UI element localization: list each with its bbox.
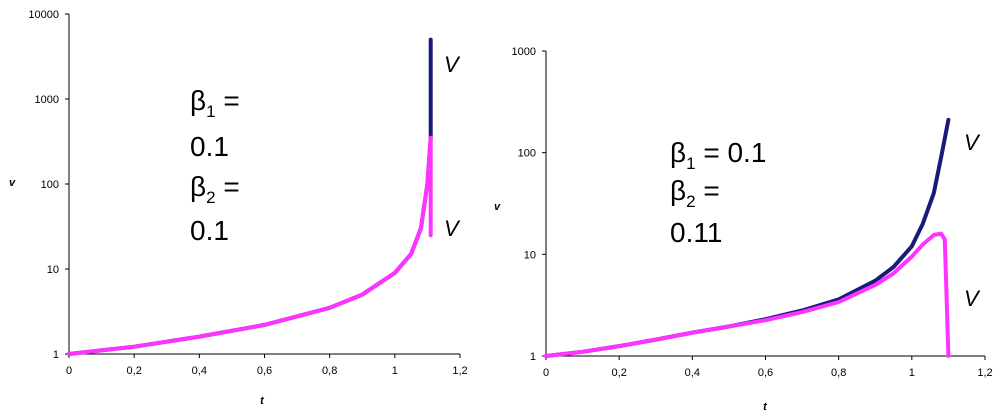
chart-1-x-tick-label: 0,2: [127, 365, 142, 377]
chart-2-series-label-upper: V: [964, 130, 981, 155]
chart-2-x-tick-label: 1,2: [977, 367, 992, 379]
chart-2-x-tick-label: 0: [543, 367, 549, 379]
chart-2-x-tick-label: 0,6: [758, 367, 773, 379]
chart-1-axes: [68, 14, 460, 355]
chart-2-y-tick-label: 1: [530, 351, 536, 363]
svg-text:β2 =: β2 =: [190, 171, 240, 207]
chart-1-y-tick-label: 10: [47, 264, 59, 276]
chart-2-beta1-symbol: β: [670, 137, 686, 168]
chart-1-y-axis-title: v: [9, 177, 16, 189]
chart-1-beta1-subscript: 1: [206, 102, 215, 121]
chart-1-x-tick-label: 1: [392, 365, 398, 377]
chart-2-x-tick-label: 0,8: [831, 367, 846, 379]
chart-1-x-tick-label: 0: [66, 365, 72, 377]
svg-text:β2 =: β2 =: [670, 175, 720, 211]
chart-1-beta1-rest: =: [216, 85, 240, 116]
chart-1-y-tick-label: 1000: [35, 94, 59, 106]
chart-1-beta2-symbol: β: [190, 171, 206, 202]
chart-2-y-tick-label: 10: [524, 249, 536, 261]
chart-1-series-label-lower: V: [444, 216, 461, 241]
chart-1-beta2-rest: =: [216, 171, 240, 202]
chart-2-series-line-lower: [544, 231, 951, 358]
chart-1-y-tick-label: 10000: [28, 9, 59, 21]
chart-2-series: [544, 117, 951, 358]
chart-1-x-axis-title: t: [260, 395, 265, 407]
chart-2-ticks: 0 0,2 0,4 0,6 0,8 1 1,2 1 10 100 1000: [512, 46, 993, 379]
chart-2-beta2-rest: =: [696, 175, 720, 206]
chart-1-ticks: 0 0,2 0,4 0,6 0,8 1 1,2 1 10 100 1000 10000: [28, 9, 467, 377]
chart-1-x-tick-label: 0,4: [192, 365, 207, 377]
chart-1-beta1-value: 0.1: [190, 131, 229, 162]
chart-1-y-tick-label: 1: [53, 349, 59, 361]
svg-text:β1 = 0.1: β1 = 0.1: [670, 137, 766, 173]
chart-2-annotation: β1 = 0.1 β2 = 0.11: [670, 137, 766, 248]
chart-2-x-tick-label: 0,2: [612, 367, 627, 379]
svg-text:β1 =: β1 =: [190, 85, 240, 121]
chart-2-x-tick-label: 1: [909, 367, 915, 379]
chart-1-series-label-upper: V: [444, 52, 461, 77]
chart-1-beta2-subscript: 2: [206, 188, 215, 207]
chart-2-series-label-lower: V: [964, 286, 981, 311]
chart-2-beta2-subscript: 2: [686, 192, 695, 211]
chart-1-beta2-value: 0.1: [190, 215, 229, 246]
chart-2-y-tick-label: 100: [518, 148, 536, 160]
chart-2-y-axis-title: v: [494, 201, 501, 213]
chart-2-beta1-subscript: 1: [686, 154, 695, 173]
chart-2-beta2-value: 0.11: [670, 217, 722, 248]
chart-1-series: [67, 37, 433, 356]
chart-1-x-tick-label: 0,6: [257, 365, 272, 377]
chart-2-x-tick-label: 0,4: [685, 367, 700, 379]
chart-1-x-tick-label: 1,2: [452, 365, 467, 377]
chart-1-series-line-lower: [67, 135, 433, 356]
chart-1-annotation: β1 = 0.1 β2 = 0.1: [190, 85, 240, 246]
chart-2-x-axis-title: t: [763, 401, 768, 412]
chart-2-y-tick-label: 1000: [512, 46, 536, 58]
chart-2-beta2-symbol: β: [670, 175, 686, 206]
chart-2-beta1-rest: = 0.1: [696, 137, 767, 168]
chart-1-series-line-upper: [67, 37, 433, 356]
chart-1-y-tick-label: 100: [41, 179, 59, 191]
chart-1-beta1-symbol: β: [190, 85, 206, 116]
chart-1: 0 0,2 0,4 0,6 0,8 1 1,2 1 10 100 1000 10000 t v β1 …: [9, 9, 468, 407]
chart-1-annotation-mask: [185, 241, 275, 261]
chart-2-axes: [545, 51, 985, 357]
chart-1-x-tick-label: 0,8: [322, 365, 337, 377]
